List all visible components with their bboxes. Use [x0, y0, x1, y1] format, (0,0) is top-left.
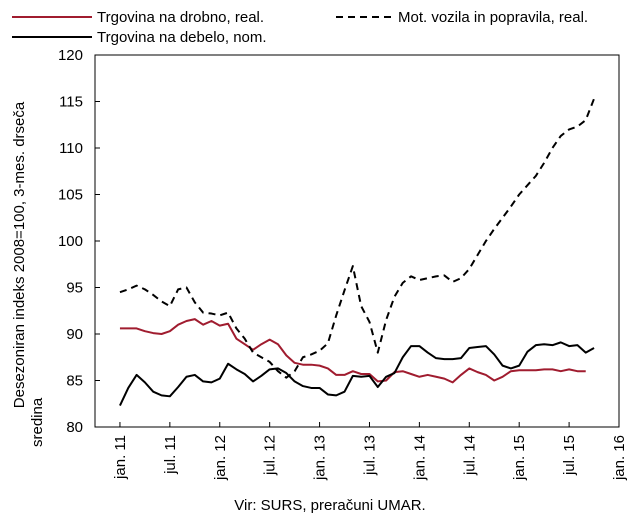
y-axis-ticks: 80 85 90 95 100 105 110 115 120 [58, 47, 100, 436]
x-tick-label: jul. 13 [361, 435, 378, 476]
series-layer [119, 98, 595, 407]
x-tick-label: jul. 12 [262, 435, 279, 476]
x-tick-label: jan. 12 [212, 435, 229, 481]
source-note: Vir: SURS, preračuni UMAR. [234, 497, 425, 514]
series-line-wholesale [119, 341, 595, 407]
x-tick-label: jul. 15 [561, 435, 578, 476]
x-tick-label: jan. 16 [611, 435, 628, 481]
legend-label-retail: Trgovina na drobno, real. [97, 9, 264, 26]
legend-label-wholesale: Trgovina na debelo, nom. [97, 29, 267, 46]
series-line-retail [119, 318, 586, 384]
x-tick-label: jul. 14 [461, 435, 478, 476]
y-tick-label: 85 [66, 373, 83, 390]
y-tick-label: 80 [66, 419, 83, 436]
y-tick-label: 105 [58, 187, 83, 204]
x-tick-label: jul. 11 [162, 435, 179, 475]
legend-label-motor-vehicles: Mot. vozila in popravila, real. [398, 9, 588, 26]
legend: Trgovina na drobno, real. Trgovina na de… [12, 9, 588, 46]
y-tick-label: 95 [66, 280, 83, 297]
plot-frame [94, 54, 620, 428]
y-axis-title: Desezoniran indeks 2008=100, 3-mes. drse… [11, 101, 46, 447]
x-axis-ticks: jan. 11 jul. 11 jan. 12 jul. 12 jan. 13 jul. … [112, 422, 628, 481]
y-tick-label: 100 [58, 233, 83, 250]
y-tick-label: 115 [59, 94, 83, 111]
x-tick-label: jan. 15 [511, 435, 528, 481]
x-tick-label: jan. 11 [112, 435, 129, 480]
x-tick-label: jan. 14 [411, 435, 428, 481]
x-tick-label: jan. 13 [312, 435, 329, 481]
y-axis-title-line2: sredina [29, 397, 46, 447]
y-axis-title-line1: Desezoniran indeks 2008=100, 3-mes. drse… [11, 101, 28, 408]
y-tick-label: 110 [59, 140, 83, 157]
y-tick-label: 120 [58, 47, 83, 64]
y-tick-label: 90 [66, 326, 83, 343]
series-line-motor-vehicles [119, 98, 595, 379]
